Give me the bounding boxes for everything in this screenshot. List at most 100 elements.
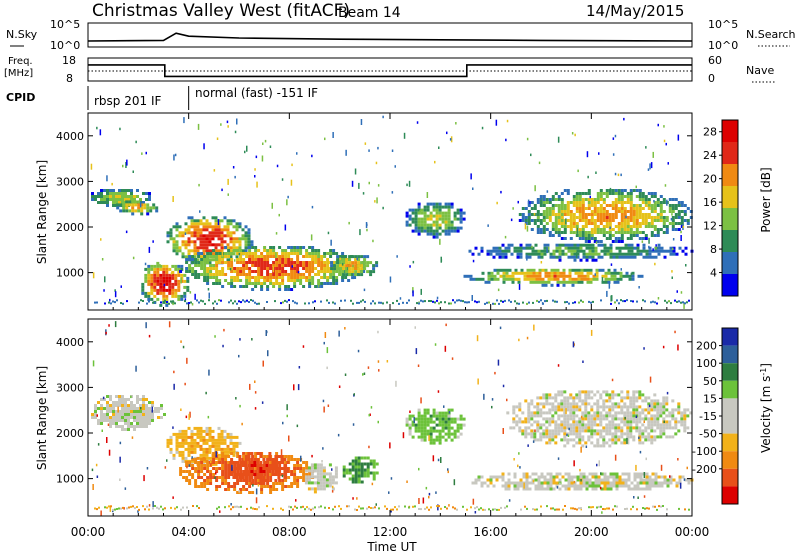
power-speckle-cell [354,168,357,175]
power-cell [498,246,502,250]
power-cell [302,273,306,276]
velocity-cell [593,417,597,421]
velocity-cell [271,464,275,467]
power-cell [175,252,179,256]
velocity-cell [263,485,267,488]
velocity-cell [307,475,311,479]
velocity-cell [429,435,433,439]
power-cell [659,213,663,216]
velocity-cell [106,401,109,404]
power-cell [155,206,159,210]
velocity-cell [423,414,427,418]
power-speckle-cell [598,152,600,155]
velocity-cell [124,401,127,404]
power-cell [671,210,675,213]
velocity-cell [328,475,332,479]
power-cell [296,246,300,249]
power-cell [239,249,243,252]
power-cell [450,205,454,209]
power-cell [203,258,207,261]
velocity-cell [588,481,592,485]
power-cell [668,207,672,210]
velocity-cell [543,478,547,482]
velocity-cell [250,464,254,467]
power-cell [330,261,334,265]
power-speckle-cell [420,288,422,295]
power-cell [571,283,575,287]
power-cell [344,255,348,258]
velocity-cell [212,455,216,458]
velocity-cell [224,479,228,482]
power-cell [296,267,300,270]
power-cell [227,264,231,267]
velocity-region [304,463,338,494]
velocity-cell [351,462,355,466]
power-cell [599,198,603,201]
power-speckle-cell [403,132,406,139]
power-cell [233,267,237,270]
power-cell [575,225,579,228]
noise-line [87,32,693,42]
power-speckle-cell [172,302,174,306]
velocity-cell [632,411,636,415]
power-cell [220,228,224,232]
power-cell [230,279,234,282]
velocity-cell [121,413,124,416]
velocity-cell [533,420,537,424]
power-cell [650,222,654,225]
power-cell [518,213,522,216]
power-cell [474,246,478,250]
velocity-cell [268,452,272,455]
velocity-cell [632,390,636,394]
power-cell [584,231,588,234]
power-cell [590,201,594,204]
power-cell [617,240,621,243]
velocity-cell [293,470,297,473]
power-cell [575,222,579,225]
velocity-cell [217,435,221,439]
velocity-cell [274,458,278,461]
power-cell [641,213,645,216]
power-cell [585,246,589,250]
velocity-cell [227,455,231,458]
velocity-cell [226,435,230,439]
power-cell [183,291,187,295]
power-cell [191,255,195,258]
velocity-cell [211,444,215,448]
velocity-cell [551,405,555,409]
velocity-speckle-cell [208,369,210,376]
power-cell [524,216,528,219]
velocity-cell [527,405,531,409]
velocity-cell [438,435,442,439]
power-cell [621,252,625,256]
power-cell [608,192,612,195]
power-cell [447,208,451,212]
power-cell [462,211,466,215]
power-cell [674,213,678,216]
velocity-cell [498,475,502,479]
power-cell [617,207,621,210]
power-cell [220,231,224,235]
velocity-cell [322,475,326,479]
velocity-cell [522,475,526,479]
power-cell [620,207,624,210]
power-cell [175,228,179,232]
power-cell [162,273,166,277]
velocity-cell [342,471,346,475]
power-cell [462,217,466,221]
velocity-cell [608,444,612,448]
power-cell [626,198,630,201]
velocity-cell [521,420,525,424]
velocity-cell [447,408,451,412]
velocity-cell [268,470,272,473]
velocity-cell [417,411,421,415]
power-cell [335,279,339,282]
power-cell [131,203,135,207]
power-ground-cell [654,301,656,304]
power-cell [572,219,576,222]
velocity-cell [262,467,266,470]
date-label: 14/May/2015 [586,2,684,20]
power-cell [569,219,573,222]
power-cell [211,228,215,232]
velocity-cell [635,396,639,400]
